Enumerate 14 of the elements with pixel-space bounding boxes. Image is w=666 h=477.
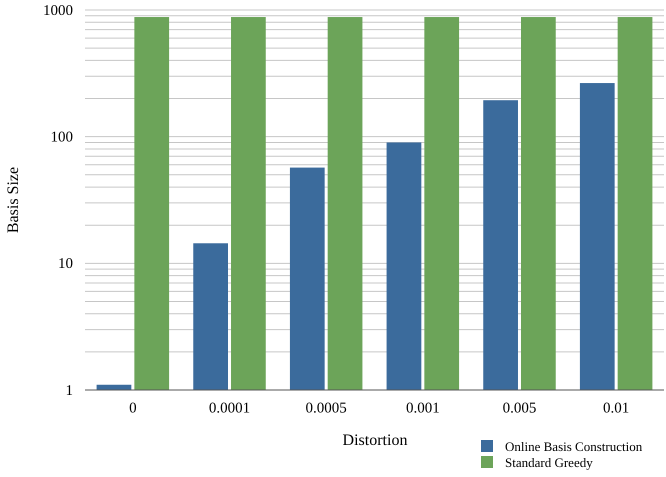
x-tick-label: 0 [129, 400, 137, 417]
y-axis-title: Basis Size [5, 166, 22, 234]
x-tick-label: 0.005 [502, 400, 536, 417]
x-tick-label: 0.01 [603, 400, 630, 417]
x-tick-label: 0.0001 [208, 400, 250, 417]
y-tick-label: 1000 [43, 2, 73, 19]
y-tick-label: 1 [66, 382, 73, 399]
legend-label: Online Basis Construction [505, 439, 643, 454]
legend-label: Standard Greedy [505, 455, 594, 470]
x-tick-label: 0.0005 [306, 400, 347, 417]
x-tick-label: 0.001 [406, 400, 440, 417]
y-tick-label: 10 [58, 256, 73, 272]
x-axis-title: Distortion [342, 432, 408, 449]
y-tick-label: 100 [50, 129, 73, 146]
